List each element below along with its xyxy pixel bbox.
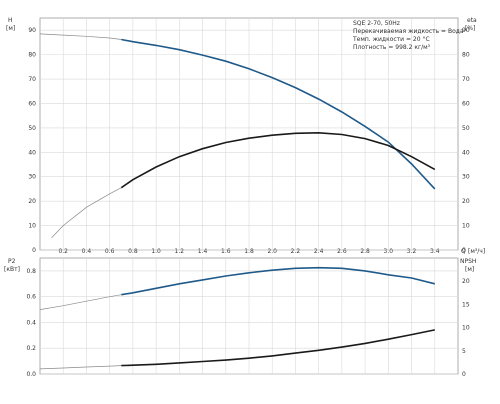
y-tick-label-right: 5 [462, 348, 466, 355]
npsh-curve [121, 329, 435, 367]
h-curve-extrapolated [39, 33, 122, 40]
y-tick-label-right: 15 [462, 301, 470, 308]
info-line: Плотность = 998.2 кг/м³ [353, 44, 431, 51]
y-tick-label-right: 0 [462, 371, 466, 378]
y-tick-label-right: 90 [462, 27, 470, 34]
x-tick-label: 2.0 [267, 248, 277, 255]
y-tick-label-right: 40 [462, 149, 470, 156]
info-line: SQE 2-70, 50Hz [353, 20, 400, 27]
p2-curve [121, 266, 435, 296]
y-tick-label-left: 0.8 [26, 268, 36, 275]
info-line: Темп. жидкости = 20 °C [352, 36, 430, 43]
y-tick-label-left: 30 [28, 174, 36, 181]
y-tick-label-right: 20 [462, 198, 470, 205]
y-tick-label-right: 80 [462, 52, 470, 59]
eta-curve-extrapolated [51, 187, 122, 239]
y-tick-label-left: 0.6 [26, 294, 36, 301]
x-tick-label: 2.4 [314, 248, 324, 255]
y-tick-label-right: 10 [462, 325, 470, 332]
npsh-curve-extrapolated [39, 365, 122, 370]
x-tick-label: 1.4 [198, 248, 208, 255]
x-tick-label: 1.0 [151, 248, 161, 255]
y-tick-label-left: 20 [28, 198, 36, 205]
y-tick-label-left: 60 [28, 100, 36, 107]
x-tick-label: 3.0 [384, 248, 394, 255]
x-tick-label: 2.2 [291, 248, 301, 255]
eta-curve [120, 131, 436, 189]
y-tick-label-right: 50 [462, 125, 470, 132]
info-line: Перекачиваемая жидкость = Вода [353, 28, 464, 35]
y-tick-label-right: 0 [462, 247, 466, 254]
h-curve [121, 38, 436, 190]
x-tick-label: 0.8 [128, 248, 138, 255]
y-tick-label-left: 0.2 [26, 345, 36, 352]
y-tick-label-right: 60 [462, 100, 470, 107]
x-axis-unit: [м³/ч] [468, 248, 485, 255]
x-tick-label: 2.8 [360, 248, 370, 255]
left-axis-unit-bottom: [кВт] [4, 266, 20, 273]
right-axis-unit: [%] [465, 25, 475, 32]
x-tick-label: 1.6 [221, 248, 231, 255]
x-tick-label: 1.8 [244, 248, 254, 255]
y-tick-label-right: 70 [462, 76, 470, 83]
left-axis-label-bottom: P2 [8, 258, 16, 265]
y-tick-label-left: 40 [28, 149, 36, 156]
y-tick-label-left: 80 [28, 52, 36, 59]
x-tick-label: 3.2 [407, 248, 417, 255]
y-tick-label-left: 0.0 [26, 371, 36, 378]
y-tick-label-right: 10 [462, 223, 470, 230]
x-tick-label: 0.2 [58, 248, 68, 255]
y-tick-label-left: 50 [28, 125, 36, 132]
right-axis-unit-bottom: [м] [465, 266, 474, 273]
left-axis-label: H [8, 17, 13, 24]
y-tick-label-left: 90 [28, 27, 36, 34]
y-tick-label-left: 10 [28, 223, 36, 230]
y-tick-label-right: 20 [462, 278, 470, 285]
x-tick-label: 2.6 [337, 248, 347, 255]
p2-curve-extrapolated [39, 294, 122, 310]
x-tick-label: 3.4 [430, 248, 440, 255]
y-tick-label-left: 70 [28, 76, 36, 83]
right-axis-label: eta [467, 17, 477, 24]
y-tick-label-left: 0.4 [26, 319, 36, 326]
y-tick-label-left: 0 [32, 247, 36, 254]
x-tick-label: 0.6 [105, 248, 115, 255]
x-axis-label: Q [461, 248, 466, 255]
y-tick-label-right: 30 [462, 174, 470, 181]
x-tick-label: 1.2 [175, 248, 185, 255]
right-axis-label-bottom: NPSH [460, 258, 476, 265]
x-tick-label: 0.4 [82, 248, 92, 255]
left-axis-unit: [м] [6, 25, 15, 32]
